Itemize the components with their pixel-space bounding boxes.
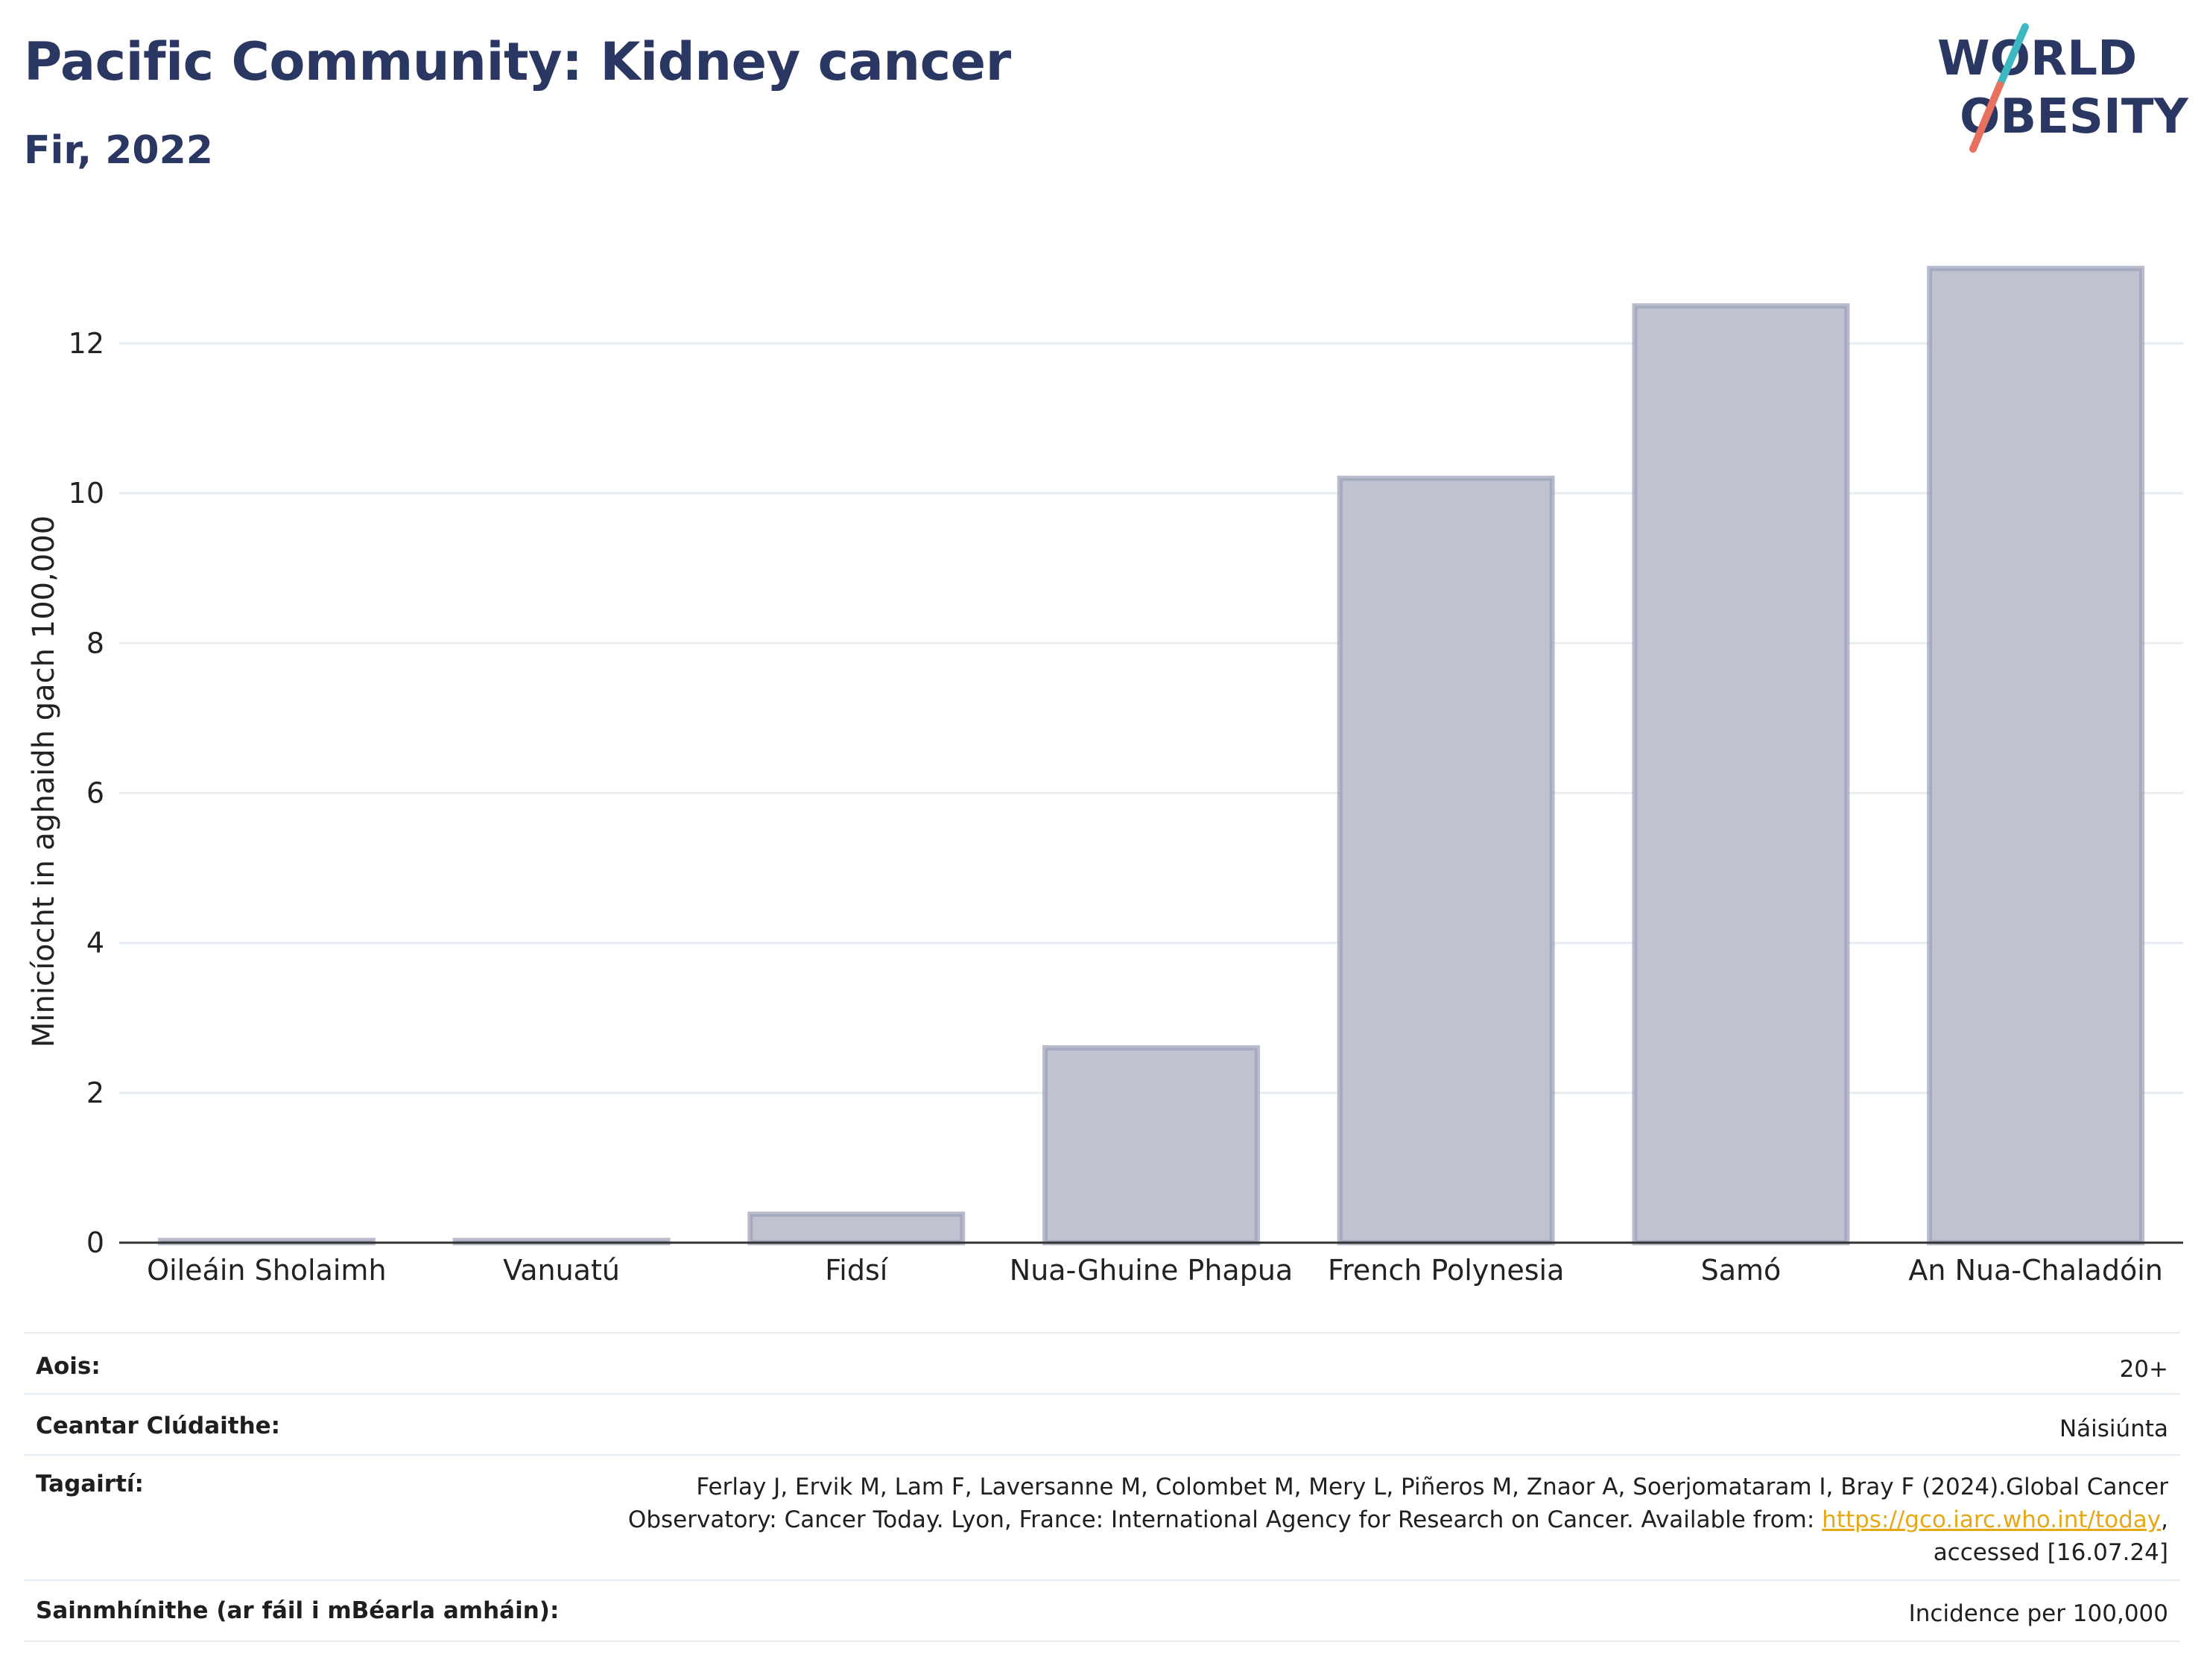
y-tick-label: 0: [86, 1226, 104, 1259]
coverage-value: Náisiúnta: [2059, 1416, 2168, 1442]
x-category-label: French Polynesia: [1328, 1254, 1564, 1287]
bar: [1632, 303, 1850, 1246]
references-line1: Ferlay J, Ervik M, Lam F, Laversanne M, …: [696, 1474, 2168, 1500]
y-tick-label: 6: [86, 776, 104, 809]
chart-subtitle: Fir, 2022: [24, 128, 213, 173]
references-line2-pre: Observatory: Cancer Today. Lyon, France:…: [627, 1506, 1823, 1533]
references-line3: accessed [16.07.24]: [1933, 1539, 2168, 1566]
y-tick-label: 10: [69, 477, 104, 510]
y-tick-label: 2: [86, 1077, 104, 1109]
meta-row-coverage: Ceantar Clúdaithe: Náisiúnta: [24, 1413, 2180, 1445]
definitions-label: Sainmhínithe (ar fáil i mBéarla amháin):: [36, 1597, 560, 1624]
separator: [24, 1579, 2180, 1581]
x-category-label: An Nua-Chaladóin: [1908, 1254, 2162, 1287]
references-link[interactable]: https://gco.iarc.who.int/today: [1822, 1506, 2162, 1533]
x-category-label: Vanuatú: [503, 1254, 620, 1287]
y-axis-label: Minicíocht in aghaidh gach 100,000: [27, 516, 61, 1047]
x-category-labels: Oileáin Sholaimh Vanuatú Fidsí Nua-Ghuine P…: [147, 1254, 2163, 1287]
age-value: 20+: [2119, 1356, 2168, 1383]
y-tick-label: 8: [86, 627, 104, 659]
age-label: Aois:: [36, 1353, 101, 1380]
separator: [24, 1641, 2180, 1642]
logo-slash-top: [1996, 23, 2029, 89]
bar: [1927, 265, 2145, 1246]
logo-line1: WORLD: [1937, 31, 2137, 86]
definitions-value: Incidence per 100,000: [1908, 1600, 2168, 1627]
grid-lines: [119, 342, 2183, 1094]
meta-row-age: Aois: 20+: [24, 1353, 2180, 1386]
references-value: Ferlay J, Ervik M, Lam F, Laversanne M, …: [628, 1471, 2180, 1569]
references-line2-post: ,: [2161, 1506, 2168, 1533]
bar: [1042, 1045, 1260, 1246]
separator: [24, 1332, 2180, 1334]
world-obesity-logo: WORLD OBESITY: [1937, 23, 2188, 153]
x-category-label: Samó: [1701, 1254, 1782, 1287]
bar-chart: 0 2 4 6 8 10 12 Oileáin Sholaimh Vanuatú Fidsí Nu…: [27, 265, 2183, 1287]
bars: [157, 265, 2145, 1246]
metadata-table: Aois: 20+ Ceantar Clúdaithe: Náisiúnta T…: [24, 1332, 2180, 1645]
y-tick-labels: 0 2 4 6 8 10 12: [69, 327, 104, 1259]
x-category-label: Oileáin Sholaimh: [147, 1254, 386, 1287]
x-category-label: Fidsí: [825, 1254, 889, 1287]
meta-row-definitions: Sainmhínithe (ar fáil i mBéarla amháin):…: [24, 1597, 2180, 1630]
meta-row-references: Tagairtí: Ferlay J, Ervik M, Lam F, Lave…: [24, 1471, 2180, 1569]
y-tick-label: 12: [69, 327, 104, 360]
x-category-label: Nua-Ghuine Phapua: [1010, 1254, 1293, 1287]
separator: [24, 1454, 2180, 1456]
bar: [1337, 475, 1555, 1246]
references-label: Tagairtí:: [36, 1471, 144, 1497]
separator: [24, 1393, 2180, 1395]
chart-title: Pacific Community: Kidney cancer: [24, 31, 1011, 92]
y-tick-label: 4: [86, 927, 104, 960]
logo-slash-bottom: [1969, 81, 2004, 153]
coverage-label: Ceantar Clúdaithe:: [36, 1413, 281, 1439]
bar: [747, 1211, 966, 1246]
